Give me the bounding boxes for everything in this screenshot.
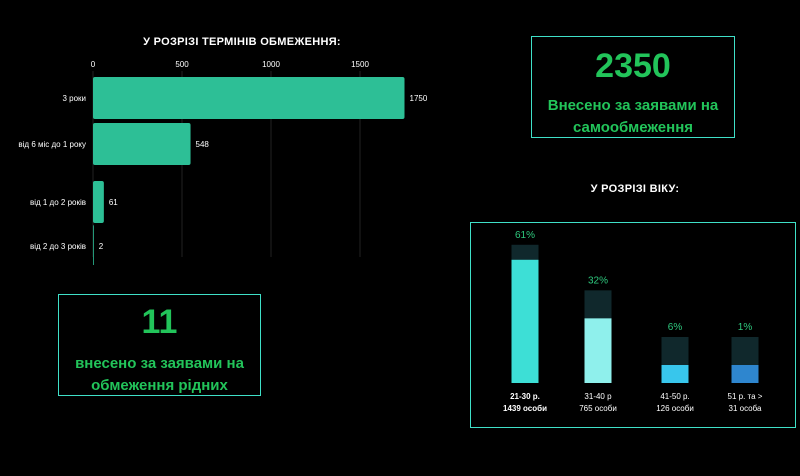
- relatives-restriction-line2: обмеження рідних: [91, 377, 228, 394]
- age-bar-chart: 61% 21-30 р. 1439 особи 32% 31-40 р 765 особи…: [503, 230, 763, 413]
- terms-bar-chart: 0 500 1000 1500 3 роки 1750 від 6 міс до 1 рок…: [18, 60, 428, 265]
- age-chart-panel: 61% 21-30 р. 1439 особи 32% 31-40 р 765 особи…: [470, 222, 796, 428]
- terms-category-label: від 6 міс до 1 року: [18, 140, 86, 149]
- relatives-restriction-line1: внесено за заявами на: [75, 355, 244, 372]
- terms-chart-title: У РОЗРІЗІ ТЕРМІНІВ ОБМЕЖЕННЯ:: [143, 36, 341, 48]
- terms-x-tick-label: 0: [91, 60, 96, 69]
- terms-value-label: 61: [109, 198, 118, 207]
- age-chart-title: У РОЗРІЗІ ВІКУ:: [590, 183, 680, 195]
- self-restriction-stat: 2350 Внесено за заявами на самообмеження: [531, 36, 735, 138]
- age-category-label: 41-50 р.: [660, 392, 689, 401]
- terms-bar: [93, 123, 191, 165]
- age-bar: [661, 365, 689, 383]
- terms-x-tick-label: 1500: [351, 60, 369, 69]
- terms-category-label: від 1 до 2 років: [30, 198, 86, 207]
- terms-category-label: 3 роки: [62, 94, 86, 103]
- relatives-restriction-count: 11: [141, 303, 178, 341]
- age-bar: [511, 259, 539, 383]
- self-restriction-line2: самообмеження: [572, 119, 694, 136]
- self-restriction-count: 2350: [595, 47, 671, 85]
- age-category-label: 21-30 р.: [510, 392, 540, 401]
- age-bar: [584, 318, 612, 383]
- age-percent-label: 6%: [668, 322, 683, 333]
- terms-x-tick-label: 500: [175, 60, 189, 69]
- age-count-label: 765 особи: [579, 404, 617, 413]
- age-percent-label: 61%: [515, 230, 535, 241]
- age-count-label: 126 особи: [656, 404, 694, 413]
- terms-x-tick-label: 1000: [262, 60, 280, 69]
- terms-value-label: 1750: [410, 94, 428, 103]
- age-bar: [731, 365, 759, 383]
- age-category-label: 31-40 р: [584, 392, 612, 401]
- terms-bar: [93, 225, 94, 265]
- age-percent-label: 32%: [588, 275, 608, 286]
- terms-value-label: 2: [99, 242, 104, 251]
- relatives-restriction-stat: 11 внесено за заявами на обмеження рідни…: [58, 294, 261, 396]
- terms-value-label: 548: [196, 140, 210, 149]
- age-category-label: 51 р. та >: [728, 392, 763, 401]
- terms-category-label: від 2 до 3 років: [30, 242, 86, 251]
- age-percent-label: 1%: [738, 322, 753, 333]
- age-count-label: 31 особа: [729, 404, 763, 413]
- age-count-label: 1439 особи: [503, 404, 547, 413]
- terms-bar: [93, 181, 104, 223]
- terms-bar: [93, 77, 405, 119]
- self-restriction-line1: Внесено за заявами на: [547, 97, 719, 114]
